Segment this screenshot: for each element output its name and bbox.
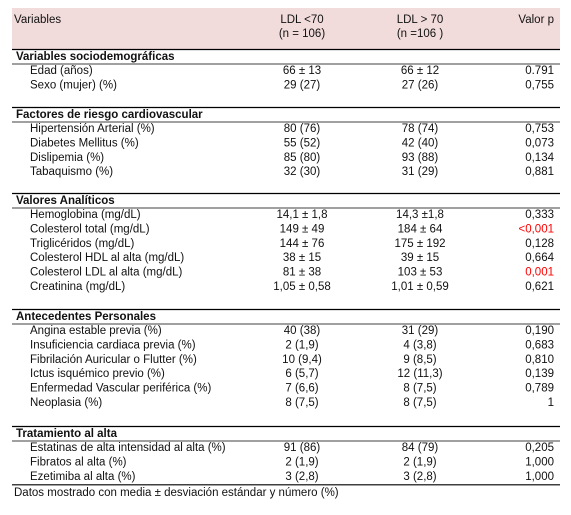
ldl-high-value: 42 (40) [402, 137, 439, 149]
p-value: 0,134 [525, 152, 554, 164]
ldl-high-value: 103 ± 53 [398, 267, 443, 279]
ldl-high-value: 4 (3,8) [403, 339, 436, 351]
row-label: Colesterol HDL al alta (mg/dL) [30, 252, 184, 264]
header-group1: LDL <70 [280, 14, 323, 26]
ldl-high-value: 8 (7,5) [403, 383, 436, 395]
row-label: Ezetimiba al alta (%) [30, 471, 136, 483]
ldl-high-value: 12 (11,3) [397, 368, 442, 380]
header-variables: Variables [14, 14, 61, 26]
p-value: 0,073 [525, 137, 554, 149]
p-value: 0,683 [525, 339, 554, 351]
ldl-high-value: 93 (88) [402, 152, 439, 164]
p-value: 0,755 [525, 79, 554, 91]
ldl-low-value: 29 (27) [284, 79, 321, 91]
p-value: 0,881 [525, 166, 554, 178]
ldl-low-value: 38 ± 15 [283, 252, 321, 264]
section-title: Tratamiento al alta [16, 428, 118, 440]
row-label: Colesterol total (mg/dL) [30, 223, 150, 235]
p-value: 1,000 [525, 471, 554, 483]
ldl-low-value: 80 (76) [284, 123, 321, 135]
ldl-high-value: 39 ± 15 [401, 252, 439, 264]
row-label: Colesterol LDL al alta (mg/dL) [30, 267, 183, 279]
ldl-high-value: 14,3 ±1,8 [396, 209, 444, 221]
ldl-low-value: 10 (9,4) [282, 354, 322, 366]
row-label: Ictus isquémico previo (%) [30, 368, 165, 380]
row-label: Enfermedad Vascular periférica (%) [30, 383, 211, 395]
ldl-low-value: 3 (2,8) [285, 471, 318, 483]
row-label: Creatinina (mg/dL) [30, 281, 125, 293]
p-value: 0,789 [525, 383, 554, 395]
p-value: 0,664 [525, 252, 554, 264]
header-group1-n: (n = 106) [279, 28, 326, 40]
row-label: Tabaquismo (%) [30, 166, 113, 178]
footnote: Datos mostrado con media ± desviación es… [14, 487, 339, 499]
p-value: 0,128 [525, 238, 554, 250]
ldl-low-value: 1,05 ± 0,58 [273, 281, 330, 293]
row-label: Hemoglobina (mg/dL) [30, 209, 141, 221]
row-label: Fibrilación Auricular o Flutter (%) [30, 354, 197, 366]
ldl-high-value: 9 (8,5) [403, 354, 436, 366]
header-p: Valor p [518, 14, 554, 26]
ldl-high-value: 3 (2,8) [403, 471, 436, 483]
ldl-low-value: 14,1 ± 1,8 [276, 209, 327, 221]
p-value: 0.791 [525, 65, 554, 77]
p-value: 0,190 [525, 325, 554, 337]
row-label: Diabetes Mellitus (%) [30, 137, 139, 149]
header-group2: LDL > 70 [397, 14, 444, 26]
ldl-low-value: 40 (38) [284, 325, 321, 337]
p-value: 1,000 [525, 456, 554, 468]
section-title: Antecedentes Personales [16, 311, 156, 323]
ldl-high-value: 2 (1,9) [403, 456, 436, 468]
row-label: Sexo (mujer) (%) [30, 79, 117, 91]
section-title: Valores Analíticos [16, 195, 115, 207]
header-background [12, 8, 560, 49]
ldl-low-value: 149 ± 49 [280, 223, 325, 235]
row-label: Hipertensión Arterial (%) [30, 123, 155, 135]
ldl-low-value: 2 (1,9) [285, 339, 318, 351]
row-label: Dislipemia (%) [30, 152, 104, 164]
ldl-high-value: 78 (74) [402, 123, 439, 135]
row-label: Fibratos al alta (%) [30, 456, 127, 468]
row-label: Angina estable previa (%) [30, 325, 162, 337]
p-value: 0,139 [525, 368, 554, 380]
ldl-high-value: 175 ± 192 [394, 238, 445, 250]
ldl-low-value: 7 (6,6) [285, 383, 318, 395]
p-value: 0,753 [525, 123, 554, 135]
ldl-high-value: 31 (29) [402, 166, 439, 178]
row-label: Triglicéridos (mg/dL) [30, 238, 135, 250]
ldl-low-value: 32 (30) [284, 166, 321, 178]
p-value: 0,001 [525, 267, 554, 279]
ldl-high-value: 27 (26) [402, 79, 439, 91]
header-group2-n: (n =106 ) [397, 28, 444, 40]
ldl-high-value: 184 ± 64 [398, 223, 443, 235]
ldl-low-value: 6 (5,7) [285, 368, 318, 380]
row-label: Edad (años) [30, 65, 93, 77]
p-value: 0,621 [525, 281, 554, 293]
row-label: Estatinas de alta intensidad al alta (%) [30, 442, 226, 454]
ldl-low-value: 85 (80) [284, 152, 321, 164]
row-label: Neoplasia (%) [30, 397, 102, 409]
ldl-low-value: 55 (52) [284, 137, 321, 149]
ldl-low-value: 91 (86) [284, 442, 321, 454]
ldl-high-value: 66 ± 12 [401, 65, 439, 77]
section-title: Variables sociodemográficas [16, 51, 175, 63]
ldl-high-value: 31 (29) [402, 325, 439, 337]
row-label: Insuficiencia cardiaca previa (%) [30, 339, 196, 351]
ldl-low-value: 2 (1,9) [285, 456, 318, 468]
p-value: 0,205 [525, 442, 554, 454]
ldl-high-value: 8 (7,5) [403, 397, 436, 409]
ldl-low-value: 81 ± 38 [283, 267, 321, 279]
p-value: <0,001 [519, 223, 555, 235]
p-value: 0,333 [525, 209, 554, 221]
ldl-high-value: 84 (79) [402, 442, 439, 454]
ldl-low-value: 8 (7,5) [285, 397, 318, 409]
p-value: 1 [548, 397, 554, 409]
p-value: 0,810 [525, 354, 554, 366]
section-title: Factores de riesgo cardiovascular [16, 109, 203, 121]
ldl-low-value: 144 ± 76 [280, 238, 325, 250]
ldl-low-value: 66 ± 13 [283, 65, 321, 77]
ldl-high-value: 1,01 ± 0,59 [391, 281, 448, 293]
